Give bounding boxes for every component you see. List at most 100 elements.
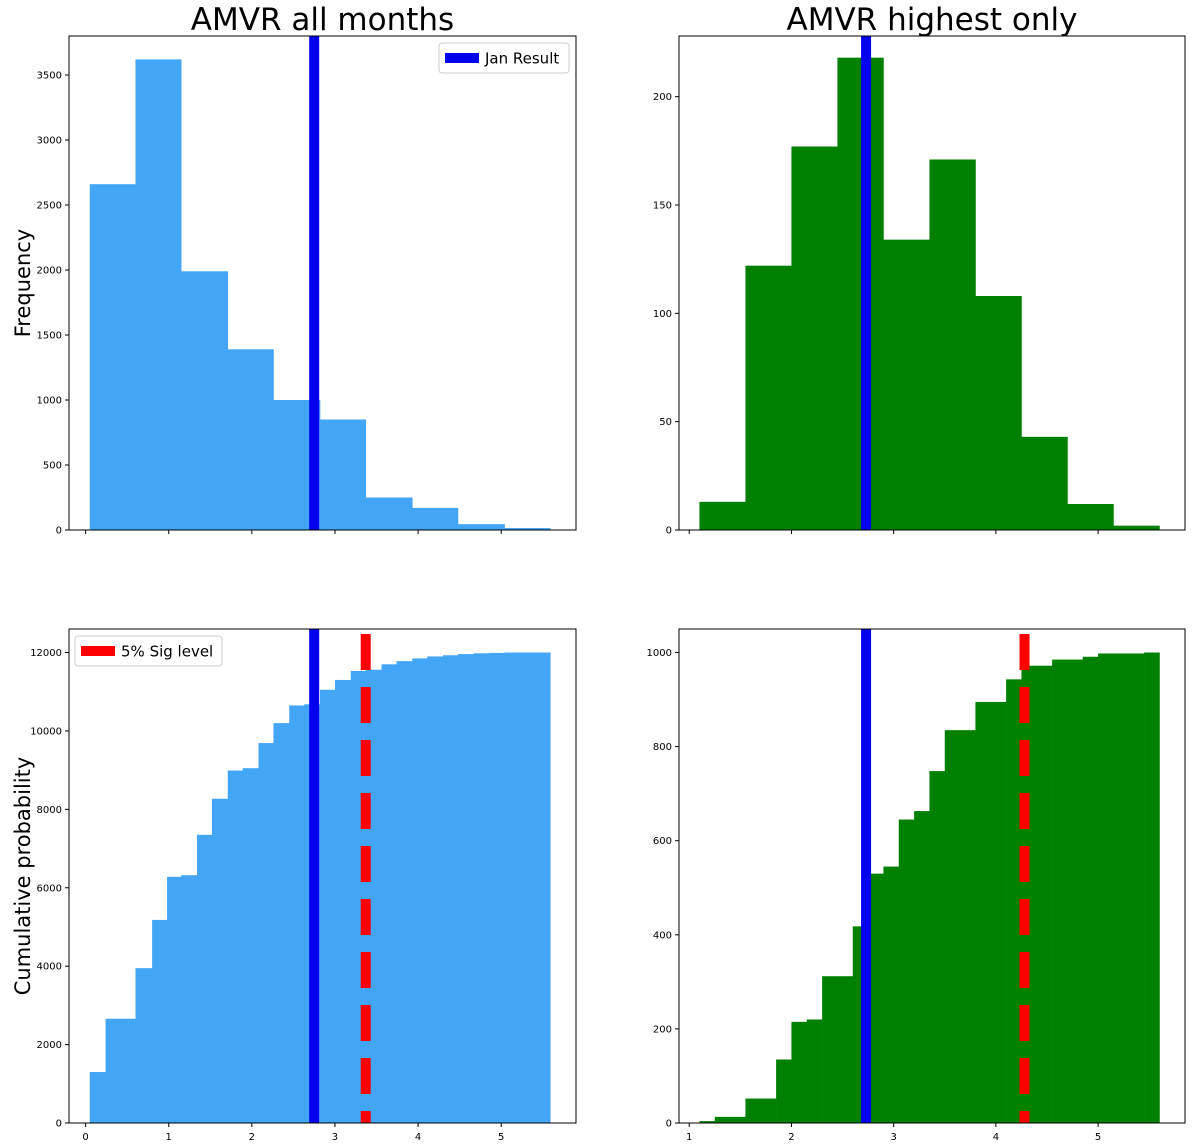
bar <box>427 656 444 1123</box>
bar <box>152 919 168 1123</box>
y-tick-label: 1500 <box>37 331 62 342</box>
bar <box>944 730 976 1123</box>
bar <box>443 655 459 1123</box>
bar <box>914 811 930 1123</box>
y-tick-label: 800 <box>653 742 672 753</box>
y-tick-label: 0 <box>666 1119 672 1130</box>
y-tick-label: 8000 <box>37 805 62 816</box>
bar <box>334 679 352 1123</box>
y-tick-label: 2000 <box>37 1040 62 1051</box>
bar <box>714 1116 746 1123</box>
bar <box>929 771 946 1123</box>
y-tick-label: 200 <box>653 1024 672 1035</box>
bar <box>1082 656 1099 1123</box>
bar <box>273 723 290 1123</box>
y-tick-label: 0 <box>56 526 62 537</box>
bar <box>473 653 490 1123</box>
bar <box>289 705 305 1123</box>
bar <box>898 819 915 1123</box>
y-tick-label: 10000 <box>30 726 62 737</box>
axes-frame <box>678 628 1186 1124</box>
y-tick-label: 2000 <box>37 266 62 277</box>
x-tick-label: 3 <box>332 1132 338 1143</box>
y-tick-label: 1000 <box>647 648 672 659</box>
bar <box>320 419 367 530</box>
bar <box>1067 504 1114 530</box>
bar <box>806 1019 823 1123</box>
bar <box>929 159 976 530</box>
bar <box>227 770 244 1123</box>
y-tick-label: 2500 <box>37 201 62 212</box>
bar <box>699 1121 716 1123</box>
x-tick-label: 2 <box>788 1132 794 1143</box>
bar <box>412 507 459 530</box>
legend: 5% Sig level <box>74 635 223 667</box>
bar <box>350 670 367 1123</box>
bar <box>457 524 505 530</box>
y-tick-label: 400 <box>653 930 672 941</box>
y-tick-label: 12000 <box>30 648 62 659</box>
bar <box>242 768 259 1123</box>
bar <box>365 669 382 1123</box>
bar <box>1021 665 1053 1123</box>
bar <box>258 743 274 1123</box>
bar <box>776 1059 792 1123</box>
panel-top-right: 0 50 100 150 200 AMVR highest only <box>653 2 1186 537</box>
y-tick-label: 1000 <box>37 396 62 407</box>
bar <box>181 875 198 1123</box>
chart-title: AMVR all months <box>191 2 454 38</box>
y-tick-label: 150 <box>653 201 672 212</box>
plot-area <box>699 629 1160 1123</box>
axes-frame <box>68 628 577 1124</box>
bar <box>135 968 153 1123</box>
bar <box>196 834 213 1123</box>
y-tick-label: 0 <box>666 526 672 537</box>
y-tick-label: 500 <box>43 461 62 472</box>
bar <box>822 976 854 1123</box>
bar <box>488 652 505 1123</box>
x-tick-label: 1 <box>166 1132 172 1143</box>
bar <box>167 876 182 1123</box>
bar <box>504 528 551 530</box>
legend-label: Jan Result <box>484 50 559 68</box>
bar <box>381 664 397 1123</box>
y-tick-label: 4000 <box>37 962 62 973</box>
bar <box>89 184 136 530</box>
legend: Jan Result <box>438 42 570 74</box>
bar <box>883 866 900 1123</box>
y-tick-label: 3000 <box>37 136 62 147</box>
y-tick-label: 100 <box>653 309 672 320</box>
panel-bottom-left: 0 2000 4000 6000 8000 10000 12000 0 1 2 3 4 5 Cumulat… <box>11 628 577 1143</box>
y-tick-label: 6000 <box>37 883 62 894</box>
bar <box>211 798 229 1123</box>
bar <box>105 1018 136 1123</box>
y-tick-label: 50 <box>659 417 672 428</box>
bar <box>975 296 1022 530</box>
legend-box <box>438 42 570 74</box>
bar <box>365 497 413 530</box>
x-tick-label: 5 <box>498 1132 504 1143</box>
bar <box>837 57 884 530</box>
x-tick-label: 4 <box>993 1132 999 1143</box>
bar <box>89 1072 106 1123</box>
bar <box>504 652 551 1123</box>
plot-area <box>89 629 551 1123</box>
x-tick-label: 2 <box>249 1132 255 1143</box>
bar <box>745 1098 777 1123</box>
bar <box>791 146 838 530</box>
bar <box>227 349 274 530</box>
panel-top-left: 0 500 1000 1500 2000 2500 3000 3500 AMVR all mon… <box>11 2 577 537</box>
bar <box>1052 659 1084 1123</box>
bar <box>975 701 1007 1123</box>
y-tick-label: 0 <box>56 1119 62 1130</box>
plot-area <box>89 36 551 530</box>
bar <box>1144 652 1160 1123</box>
bar <box>1113 525 1160 530</box>
bar <box>1098 653 1145 1123</box>
plot-area <box>699 36 1160 530</box>
bar <box>868 873 884 1123</box>
bar <box>457 654 475 1123</box>
bar <box>699 501 746 530</box>
bar <box>745 265 792 530</box>
panel-bottom-right: 0 200 400 600 800 1000 1 2 3 4 5 <box>647 628 1186 1143</box>
